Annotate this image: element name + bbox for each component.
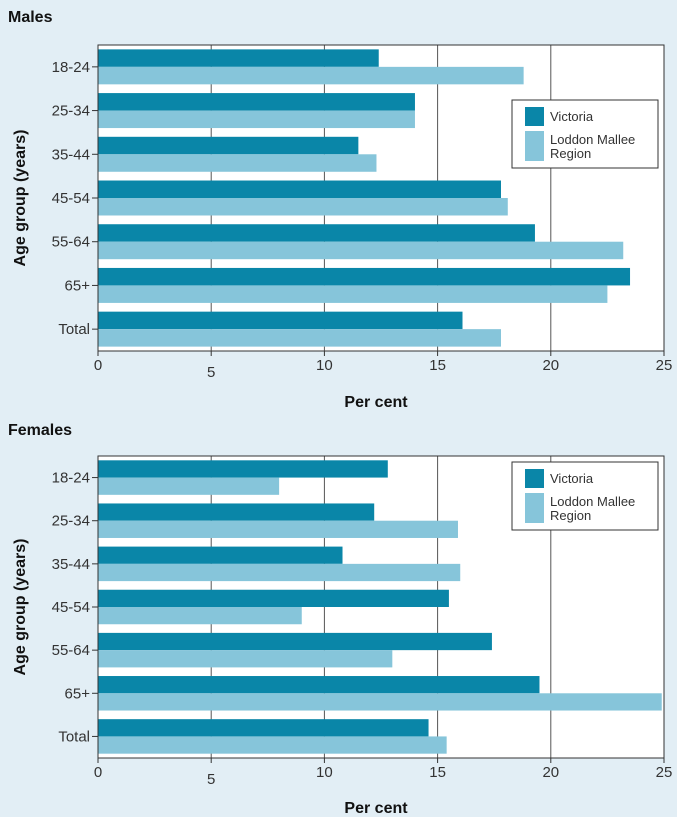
legend-label-victoria: Victoria bbox=[550, 109, 594, 124]
plot-frame bbox=[97, 455, 665, 759]
y-axis-title: Age group (years) bbox=[12, 539, 29, 676]
y-tick-label: 35-44 bbox=[52, 146, 90, 163]
bar-loddon-mallee-25-34 bbox=[98, 520, 458, 538]
x-tick-label: 15 bbox=[429, 764, 446, 781]
bar-victoria-45-54 bbox=[98, 180, 501, 198]
x-tick-label: 20 bbox=[542, 764, 559, 781]
y-tick-label: 25-34 bbox=[52, 103, 90, 120]
bar-victoria-Total bbox=[98, 311, 463, 330]
bar-loddon-mallee-45-54 bbox=[98, 607, 302, 625]
bar-loddon-mallee-35-44 bbox=[98, 563, 461, 582]
y-tick-label: 18-24 bbox=[52, 470, 90, 487]
y-tick-label: 65+ bbox=[65, 685, 91, 702]
legend-swatch-victoria bbox=[525, 107, 544, 126]
bar-victoria-45-54 bbox=[98, 589, 449, 607]
x-tick-label: 10 bbox=[316, 357, 333, 374]
bar-loddon-mallee-65+ bbox=[98, 285, 608, 303]
x-tick-label: 10 bbox=[316, 764, 333, 781]
x-tick-label: 5 bbox=[207, 364, 215, 381]
y-tick-label: Total bbox=[58, 728, 90, 745]
bar-victoria-18-24 bbox=[98, 460, 388, 478]
x-axis-title: Per cent bbox=[344, 394, 408, 411]
bar-loddon-mallee-45-54 bbox=[98, 198, 508, 216]
y-tick-label: 55-64 bbox=[52, 642, 90, 659]
legend-label-loddon-mallee: Loddon Mallee Region bbox=[550, 132, 635, 161]
bar-loddon-mallee-18-24 bbox=[98, 66, 524, 85]
legend-swatch-victoria bbox=[525, 469, 544, 488]
bar-victoria-65+ bbox=[98, 267, 631, 286]
bar-victoria-55-64 bbox=[98, 224, 535, 242]
x-tick-label: 15 bbox=[429, 357, 446, 374]
bar-victoria-55-64 bbox=[98, 632, 492, 651]
y-tick-label: 45-54 bbox=[52, 190, 90, 207]
bar-loddon-mallee-55-64 bbox=[98, 650, 393, 668]
x-tick-label: 0 bbox=[94, 764, 102, 781]
bar-loddon-mallee-Total bbox=[98, 329, 501, 347]
x-tick-label: 20 bbox=[542, 357, 559, 374]
bar-victoria-35-44 bbox=[98, 546, 343, 564]
x-tick-label: 5 bbox=[207, 771, 215, 788]
y-tick-label: 25-34 bbox=[52, 513, 90, 530]
y-tick-label: 35-44 bbox=[52, 556, 90, 573]
x-axis-title: Per cent bbox=[344, 800, 408, 817]
legend-label-loddon-mallee: Loddon Mallee Region bbox=[550, 494, 635, 523]
bar-victoria-Total bbox=[98, 719, 429, 737]
bar-loddon-mallee-35-44 bbox=[98, 154, 377, 172]
bar-loddon-mallee-25-34 bbox=[98, 110, 415, 129]
legend-swatch-loddon-mallee bbox=[525, 131, 544, 161]
y-tick-label: 18-24 bbox=[52, 59, 90, 76]
y-tick-label: 65+ bbox=[65, 277, 91, 294]
y-tick-label: 55-64 bbox=[52, 234, 90, 251]
bar-victoria-18-24 bbox=[98, 49, 379, 67]
females-chart: 18-24 25-34 35-44 45-54 55-64 65+ Total 0 5 10 15 2… bbox=[12, 455, 673, 817]
bar-victoria-35-44 bbox=[98, 136, 359, 155]
females-panel-title: Females bbox=[8, 422, 73, 439]
bar-loddon-mallee-Total bbox=[98, 736, 447, 754]
legend-swatch-loddon-mallee bbox=[525, 493, 544, 523]
y-tick-label: 45-54 bbox=[52, 599, 90, 616]
y-axis-title: Age group (years) bbox=[12, 130, 29, 267]
males-panel-title: Males bbox=[8, 9, 53, 26]
bar-victoria-25-34 bbox=[98, 93, 415, 111]
bar-victoria-25-34 bbox=[98, 503, 375, 521]
males-chart: 18-24 25-34 35-44 45-54 55-64 65+ Total 0 5 10 15 2… bbox=[12, 44, 673, 411]
legend-label-victoria: Victoria bbox=[550, 471, 594, 486]
x-tick-label: 0 bbox=[94, 357, 102, 374]
bar-loddon-mallee-18-24 bbox=[98, 477, 280, 495]
bar-loddon-mallee-55-64 bbox=[98, 241, 624, 260]
x-tick-label: 25 bbox=[656, 357, 673, 374]
bar-loddon-mallee-65+ bbox=[98, 693, 662, 711]
y-tick-label: Total bbox=[58, 321, 90, 338]
plot-frame bbox=[97, 44, 665, 352]
bar-victoria-65+ bbox=[98, 676, 540, 694]
x-tick-label: 25 bbox=[656, 764, 673, 781]
